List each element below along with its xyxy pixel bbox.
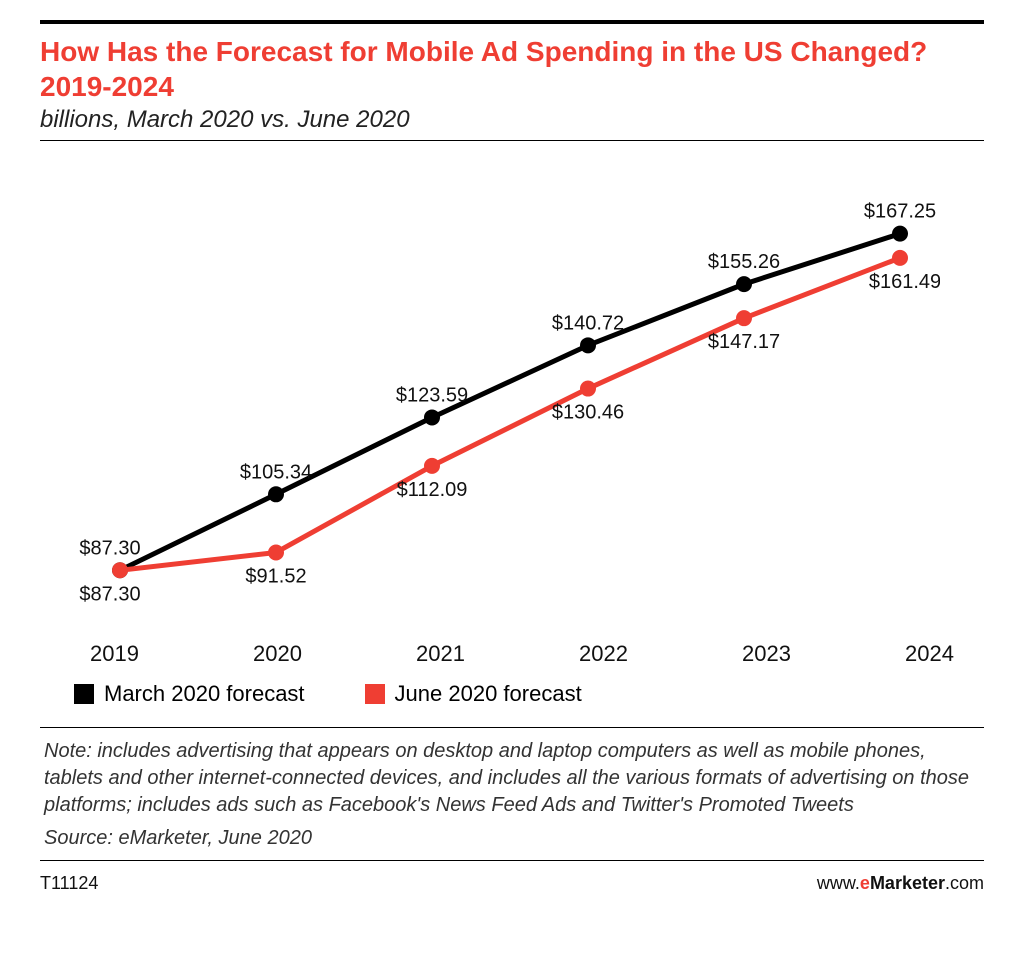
chart-source: Source: eMarketer, June 2020	[40, 821, 984, 854]
marker-march2020-3	[580, 337, 596, 353]
footer-brand-rest: Marketer	[870, 873, 945, 893]
x-label-2021: 2021	[416, 641, 465, 667]
marker-june2020-1	[268, 544, 284, 560]
x-label-2023: 2023	[742, 641, 791, 667]
legend-label-1: June 2020 forecast	[395, 681, 582, 707]
value-label-march2020-5: $167.25	[864, 201, 936, 223]
legend-item-0: March 2020 forecast	[74, 681, 305, 707]
x-label-2019: 2019	[90, 641, 139, 667]
plot-area: $87.30 $105.34 $123.59 $140.72 $155.26 $167.2…	[40, 151, 984, 641]
marker-march2020-5	[892, 226, 908, 242]
value-label-june2020-0: $87.30	[79, 583, 140, 605]
value-label-march2020-0: $87.30	[79, 537, 140, 559]
marker-march2020-4	[736, 276, 752, 292]
chart-subtitle: billions, March 2020 vs. June 2020	[40, 106, 984, 134]
x-label-2024: 2024	[905, 641, 954, 667]
footer-prefix: www.	[817, 873, 860, 893]
line-chart-svg: $87.30 $105.34 $123.59 $140.72 $155.26 $167.2…	[40, 151, 940, 621]
value-label-march2020-1: $105.34	[240, 461, 312, 483]
footer-brand-red: e	[860, 873, 870, 893]
legend-underline	[40, 727, 984, 728]
series-line-june2020	[120, 258, 900, 570]
marker-june2020-2	[424, 458, 440, 474]
value-label-june2020-3: $130.46	[552, 402, 624, 424]
note-underline	[40, 860, 984, 861]
chart-note: Note: includes advertising that appears …	[40, 734, 984, 821]
legend-swatch-0	[74, 684, 94, 704]
marker-june2020-0	[112, 562, 128, 578]
marker-march2020-2	[424, 409, 440, 425]
value-label-june2020-1: $91.52	[245, 565, 306, 587]
legend-label-0: March 2020 forecast	[104, 681, 305, 707]
marker-march2020-1	[268, 486, 284, 502]
marker-june2020-3	[580, 381, 596, 397]
legend: March 2020 forecast June 2020 forecast	[40, 667, 984, 721]
x-label-2022: 2022	[579, 641, 628, 667]
chart-title: How Has the Forecast for Mobile Ad Spend…	[40, 34, 984, 104]
marker-june2020-4	[736, 310, 752, 326]
legend-swatch-1	[365, 684, 385, 704]
footer-brand: www.eMarketer.com	[817, 873, 984, 894]
value-label-june2020-2: $112.09	[397, 479, 468, 501]
value-label-june2020-4: $147.17	[708, 331, 780, 353]
marker-june2020-5	[892, 250, 908, 266]
footer: T11124 www.eMarketer.com	[40, 867, 984, 894]
value-label-june2020-5: $161.49	[869, 271, 940, 293]
top-rule-thick	[40, 20, 984, 24]
value-label-march2020-4: $155.26	[708, 251, 780, 273]
x-label-2020: 2020	[253, 641, 302, 667]
series-line-march2020	[120, 234, 900, 571]
chart-card: How Has the Forecast for Mobile Ad Spend…	[40, 20, 984, 894]
legend-item-1: June 2020 forecast	[365, 681, 582, 707]
value-label-march2020-2: $123.59	[396, 384, 468, 406]
x-axis-labels: 2019 2020 2021 2022 2023 2024	[40, 641, 984, 667]
value-label-march2020-3: $140.72	[552, 312, 624, 334]
title-underline	[40, 140, 984, 141]
footer-suffix: .com	[945, 873, 984, 893]
footer-id: T11124	[40, 873, 98, 894]
